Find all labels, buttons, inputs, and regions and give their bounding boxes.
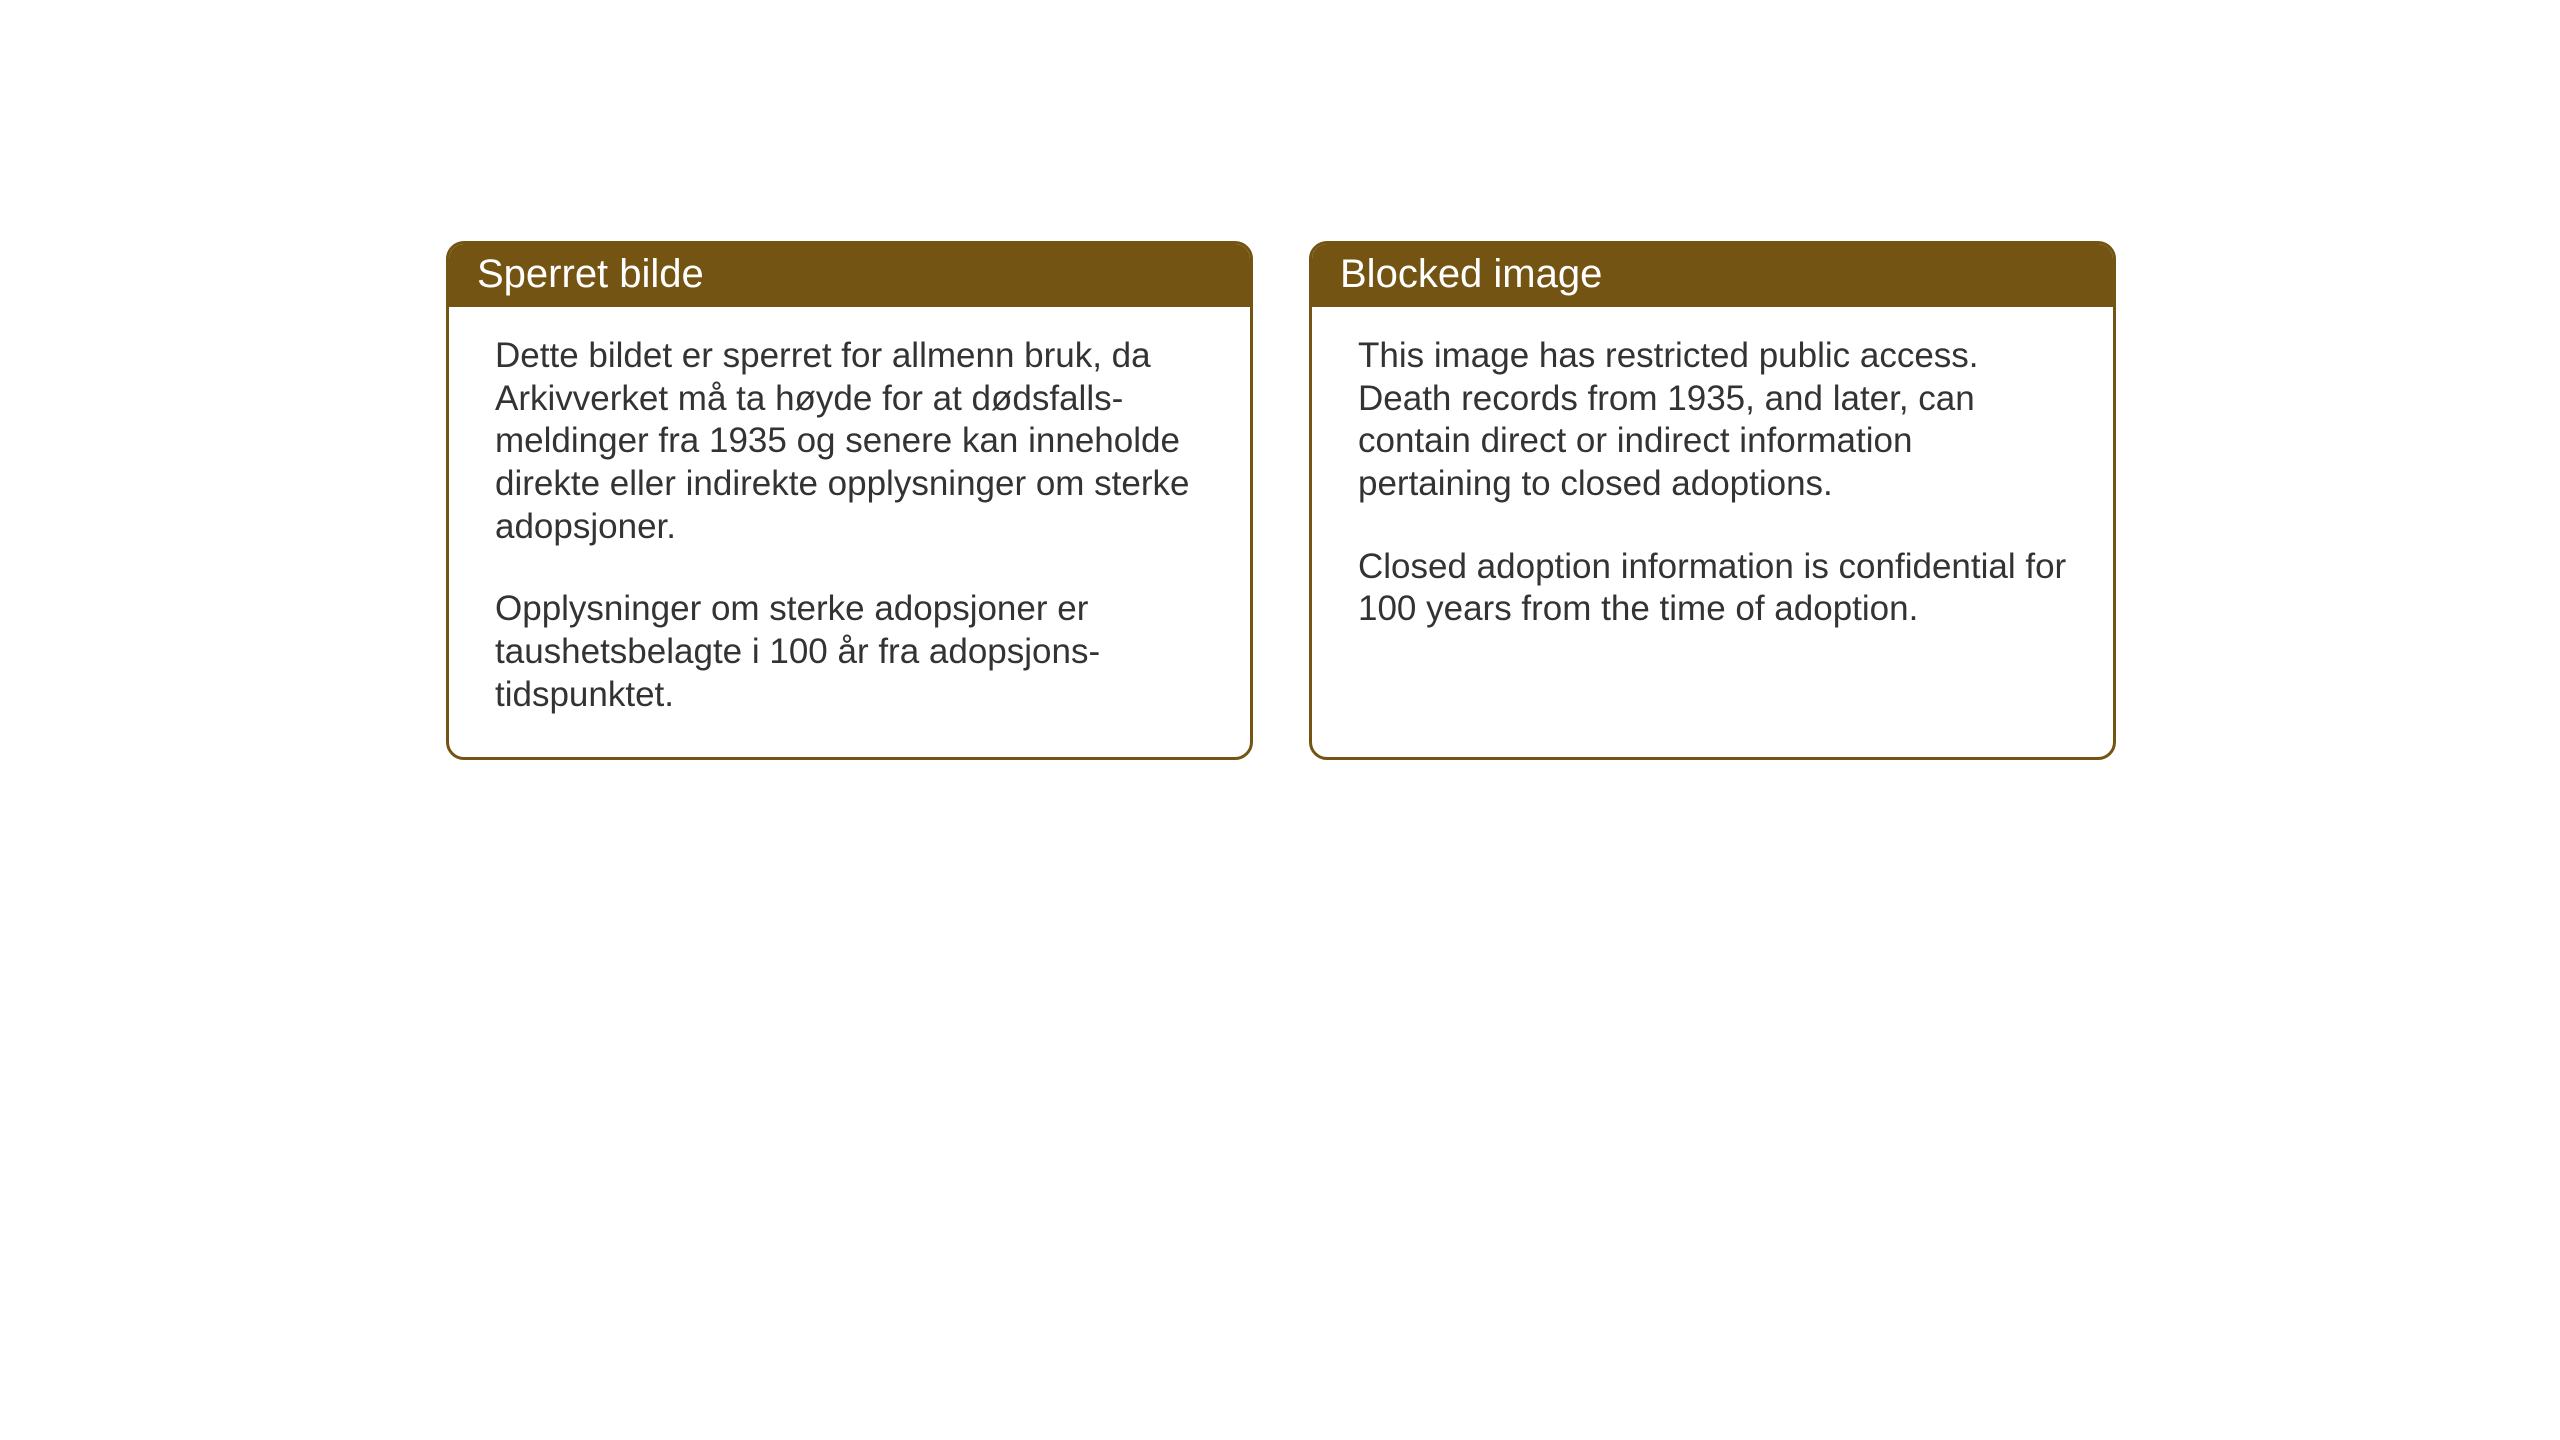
card-paragraph: Opplysninger om sterke adopsjoner er tau… [495, 588, 1204, 716]
info-card-norwegian: Sperret bilde Dette bildet er sperret fo… [446, 241, 1253, 760]
info-card-english: Blocked image This image has restricted … [1309, 241, 2116, 760]
card-body-norwegian: Dette bildet er sperret for allmenn bruk… [449, 307, 1250, 757]
card-paragraph: This image has restricted public access.… [1358, 335, 2067, 506]
card-body-english: This image has restricted public access.… [1312, 307, 2113, 724]
info-cards-container: Sperret bilde Dette bildet er sperret fo… [446, 241, 2116, 760]
card-paragraph: Dette bildet er sperret for allmenn bruk… [495, 335, 1204, 548]
card-header-english: Blocked image [1312, 244, 2113, 307]
card-header-norwegian: Sperret bilde [449, 244, 1250, 307]
card-paragraph: Closed adoption information is confident… [1358, 546, 2067, 631]
card-title: Sperret bilde [477, 252, 704, 296]
card-title: Blocked image [1340, 252, 1602, 296]
